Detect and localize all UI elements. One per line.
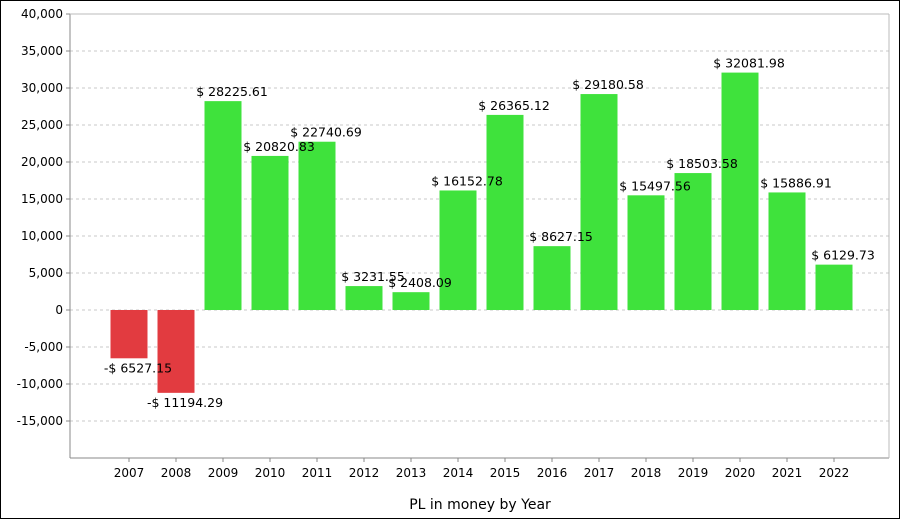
x-tick-label: 2019 (678, 466, 709, 480)
y-tick-label: -10,000 (17, 377, 63, 391)
x-tick-label: 2020 (725, 466, 756, 480)
y-tick-label: 20,000 (21, 155, 63, 169)
bar (580, 94, 618, 310)
y-tick-label: 25,000 (21, 118, 63, 132)
bar (204, 101, 242, 310)
x-tick-label: 2012 (349, 466, 380, 480)
data-label: $ 32081.98 (713, 56, 785, 71)
data-label: $ 15497.56 (619, 178, 691, 193)
data-label: $ 6129.73 (811, 248, 875, 263)
x-tick-label: 2015 (490, 466, 521, 480)
data-label: $ 22740.69 (290, 125, 362, 140)
data-label: $ 20820.83 (243, 139, 315, 154)
data-label: -$ 11194.29 (147, 395, 223, 410)
y-tick-label: -15,000 (17, 414, 63, 428)
y-tick-label: 0 (55, 303, 63, 317)
x-tick-label: 2010 (255, 466, 286, 480)
y-tick-label: 40,000 (21, 7, 63, 21)
data-label: $ 15886.91 (760, 175, 832, 190)
data-label: $ 26365.12 (478, 98, 550, 113)
data-label: $ 8627.15 (529, 229, 593, 244)
data-label: $ 28225.61 (196, 84, 268, 99)
bar (345, 286, 383, 310)
bar (298, 141, 336, 310)
y-tick-label: 10,000 (21, 229, 63, 243)
bar (815, 264, 853, 310)
x-axis-title: PL in money by Year (409, 497, 551, 513)
bar (533, 246, 571, 310)
data-label: -$ 6527.15 (104, 360, 172, 375)
y-tick-label: -5,000 (24, 340, 63, 354)
x-tick-label: 2008 (161, 466, 192, 480)
data-label: $ 3231.55 (341, 269, 405, 284)
bars (110, 72, 853, 393)
bar (486, 114, 524, 311)
y-tick-label: 15,000 (21, 192, 63, 206)
x-tick-label: 2021 (772, 466, 803, 480)
bar (674, 173, 712, 310)
data-labels: -$ 6527.15 -$ 11194.29 $ 28225.61 $ 20820.8… (104, 56, 875, 410)
y-tick-label: 5,000 (29, 266, 63, 280)
x-axis-ticks: 2007 2008 2009 2010 2011 2012 2013 2014 2015 2016… (114, 458, 850, 480)
data-label: $ 16152.78 (431, 173, 503, 188)
x-tick-label: 2016 (537, 466, 568, 480)
x-tick-label: 2009 (208, 466, 239, 480)
data-label: $ 29180.58 (572, 77, 644, 92)
x-tick-label: 2018 (631, 466, 662, 480)
bar (721, 72, 759, 310)
x-tick-label: 2022 (819, 466, 850, 480)
x-tick-label: 2017 (584, 466, 615, 480)
data-label: $ 2408.09 (388, 275, 452, 290)
x-tick-label: 2007 (114, 466, 145, 480)
bar (251, 155, 289, 310)
bar (110, 310, 148, 359)
x-tick-label: 2011 (302, 466, 333, 480)
bar (439, 190, 477, 310)
data-label: $ 18503.58 (666, 156, 738, 171)
x-tick-label: 2013 (396, 466, 427, 480)
bar (157, 310, 195, 393)
bar (768, 192, 806, 310)
x-tick-label: 2014 (443, 466, 474, 480)
bar (392, 292, 430, 310)
bar (627, 195, 665, 310)
y-tick-label: 30,000 (21, 81, 63, 95)
y-tick-label: 35,000 (21, 44, 63, 58)
y-axis-ticks: -15,000 -10,000 -5,000 0 5,000 10,000 15,000 20… (17, 7, 70, 428)
